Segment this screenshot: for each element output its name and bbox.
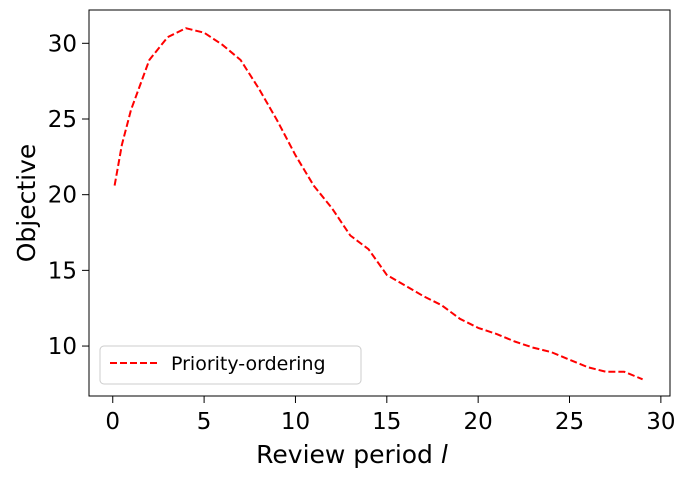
y-tick-label: 25 [48, 107, 77, 133]
y-tick-label: 20 [48, 183, 77, 209]
x-tick-label: 30 [646, 409, 675, 435]
x-tick-label: 20 [464, 409, 493, 435]
x-axis-label-variable: l [441, 440, 448, 469]
x-tick-label: 25 [555, 409, 584, 435]
x-axis-label-text: Review period [256, 440, 433, 469]
y-tick-label: 10 [48, 334, 77, 360]
axis-ticks: 0 5 10 15 20 25 30 10 15 20 25 30 [48, 31, 676, 435]
x-tick-label: 10 [281, 409, 310, 435]
y-tick-label: 15 [48, 258, 77, 284]
x-tick-label: 0 [105, 409, 120, 435]
legend-box [99, 345, 362, 385]
legend-label: Priority-ordering [171, 353, 326, 375]
plot-area [88, 9, 671, 397]
x-tick-label: 15 [372, 409, 401, 435]
x-tick-label: 5 [197, 409, 212, 435]
y-axis-label: Objective [12, 144, 41, 263]
series-group [113, 27, 643, 381]
y-tick-label: 30 [48, 31, 77, 57]
legend: Priority-ordering [99, 345, 362, 385]
x-axis-label: Review period l [256, 440, 448, 469]
series-line [113, 27, 643, 381]
